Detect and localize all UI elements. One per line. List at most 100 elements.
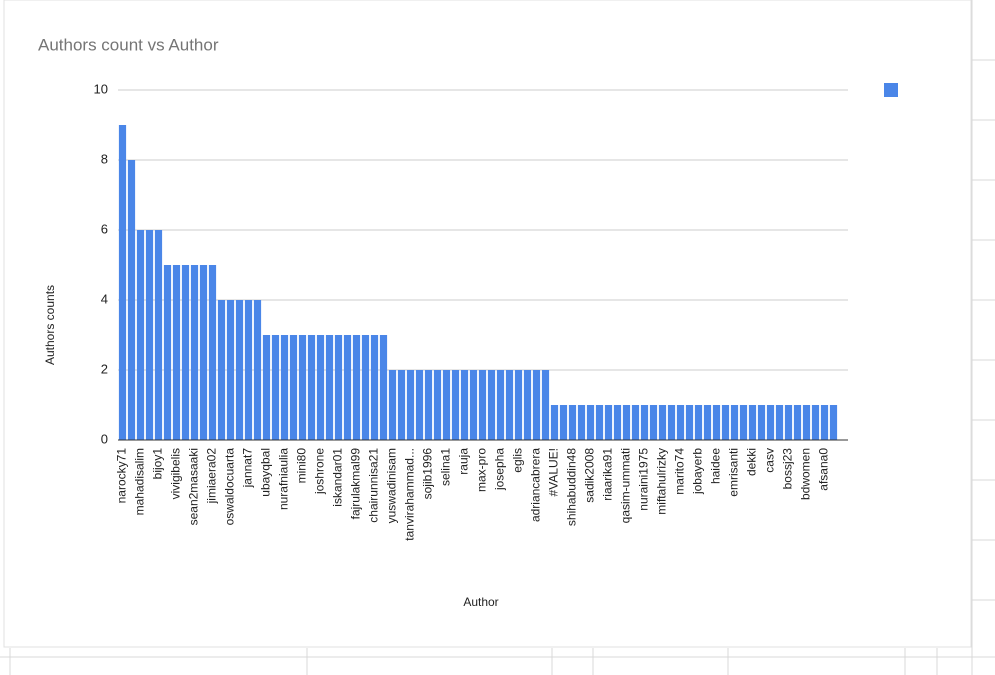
bar — [460, 370, 469, 440]
bar — [757, 405, 766, 440]
x-tick-label: sadik2008 — [583, 448, 597, 503]
bar — [397, 370, 406, 440]
x-tick-label: adriancabrera — [529, 448, 543, 522]
bar — [541, 370, 550, 440]
x-tick-label: miftahulrizky — [655, 448, 669, 515]
y-tick-label: 10 — [94, 81, 108, 96]
bar — [487, 370, 496, 440]
bar — [253, 300, 262, 440]
bar — [208, 265, 217, 440]
bar — [784, 405, 793, 440]
x-tick-label: chairunnisa21 — [367, 448, 381, 523]
y-tick-label: 6 — [101, 221, 108, 236]
bar — [568, 405, 577, 440]
bar — [766, 405, 775, 440]
bar — [577, 405, 586, 440]
x-tick-label: bdwomen — [799, 448, 813, 500]
bar — [370, 335, 379, 440]
bar — [469, 370, 478, 440]
bar — [163, 265, 172, 440]
bar — [667, 405, 676, 440]
x-tick-label: iskandar01 — [331, 448, 345, 507]
x-tick-label: jobayerb — [691, 448, 705, 495]
x-tick-label: riaarika91 — [601, 448, 615, 501]
x-tick-label: rauja — [457, 448, 471, 475]
y-axis-label: Authors counts — [43, 285, 57, 365]
bar — [532, 370, 541, 440]
bar — [325, 335, 334, 440]
x-tick-label: #VALUE! — [547, 448, 561, 496]
bar — [136, 230, 145, 440]
bar — [262, 335, 271, 440]
bar — [496, 370, 505, 440]
bar — [514, 370, 523, 440]
bar — [379, 335, 388, 440]
x-tick-label: jimiaera02 — [205, 448, 219, 505]
bar — [631, 405, 640, 440]
bar — [199, 265, 208, 440]
x-tick-label: tanvirahammad... — [403, 448, 417, 541]
bar — [145, 230, 154, 440]
y-tick-label: 2 — [101, 361, 108, 376]
bar — [352, 335, 361, 440]
x-tick-label: bijoy1 — [151, 448, 165, 480]
bar — [505, 370, 514, 440]
x-tick-label: nurafniaulia — [277, 448, 291, 510]
bar — [361, 335, 370, 440]
x-tick-label: shihabuddin48 — [565, 448, 579, 526]
x-tick-label: yuswadinisam — [385, 448, 399, 523]
bar — [730, 405, 739, 440]
bar — [658, 405, 667, 440]
bar — [793, 405, 802, 440]
bar — [118, 125, 127, 440]
x-tick-label: afsana0 — [817, 448, 831, 491]
x-tick-label: ubayqbal — [259, 448, 273, 497]
bar — [559, 405, 568, 440]
x-tick-label: max-pro — [475, 448, 489, 492]
bar — [613, 405, 622, 440]
bar — [181, 265, 190, 440]
x-tick-label: emrisanti — [727, 448, 741, 497]
bar — [235, 300, 244, 440]
x-axis-label: Author — [463, 595, 498, 609]
bar — [721, 405, 730, 440]
x-tick-label: casv — [763, 448, 777, 473]
bar — [703, 405, 712, 440]
bar — [739, 405, 748, 440]
bar — [289, 335, 298, 440]
x-tick-label: josepha — [493, 448, 507, 491]
bar — [433, 370, 442, 440]
x-tick-label: dekki — [745, 448, 759, 476]
x-tick-label: mahadisalim — [133, 448, 147, 515]
y-tick-label: 0 — [101, 431, 108, 446]
bar — [316, 335, 325, 440]
bar — [586, 405, 595, 440]
x-tick-label: marito74 — [673, 448, 687, 495]
bar — [154, 230, 163, 440]
legend-swatch — [884, 83, 898, 97]
x-tick-label: selina1 — [439, 448, 453, 486]
bar — [244, 300, 253, 440]
bar — [640, 405, 649, 440]
bar — [523, 370, 532, 440]
bar — [622, 405, 631, 440]
bar — [343, 335, 352, 440]
bar — [685, 405, 694, 440]
x-tick-label: eglis — [511, 448, 525, 473]
bar — [442, 370, 451, 440]
bar — [712, 405, 721, 440]
x-tick-label: bossj23 — [781, 448, 795, 490]
bar — [307, 335, 316, 440]
bar — [280, 335, 289, 440]
x-tick-label: qasim-ummati — [619, 448, 633, 523]
x-tick-label: joshrone — [313, 448, 327, 495]
bar — [550, 405, 559, 440]
bar — [388, 370, 397, 440]
bar — [820, 405, 829, 440]
bar — [676, 405, 685, 440]
bar — [451, 370, 460, 440]
bar — [190, 265, 199, 440]
bar — [811, 405, 820, 440]
